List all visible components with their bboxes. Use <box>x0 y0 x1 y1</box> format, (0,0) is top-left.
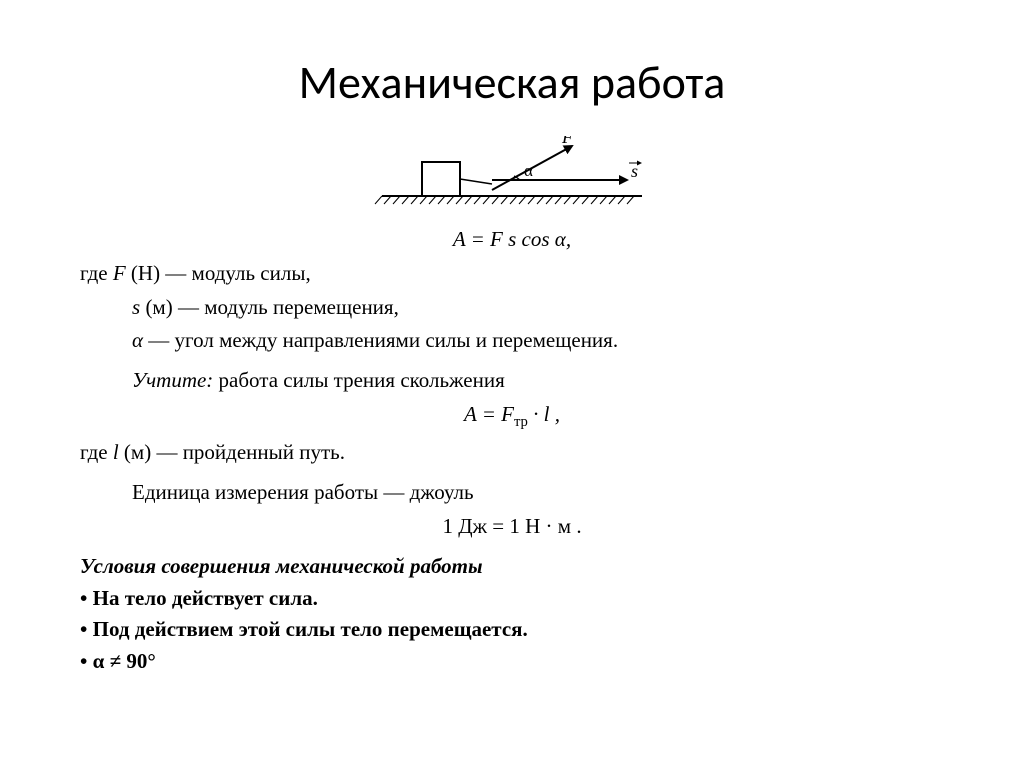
condition-3: α ≠ 90° <box>80 646 964 678</box>
svg-text:s: s <box>631 161 638 181</box>
conditions-heading: Условия совершения механической работы <box>80 551 964 583</box>
condition-1: На тело действует сила. <box>80 583 964 615</box>
condition-2: Под действием этой силы тело перемещаетс… <box>80 614 964 646</box>
svg-text:α: α <box>524 161 533 180</box>
def-angle: α — угол между направлениями силы и пере… <box>80 325 964 357</box>
unit-formula: 1 Дж = 1 Н · м . <box>0 514 1024 539</box>
force-diagram: Fs α <box>0 136 1024 221</box>
def-force: где F (Н) — модуль силы, <box>80 258 964 290</box>
svg-text:F: F <box>561 136 574 147</box>
main-formula: A = F s cos α, <box>0 227 1024 252</box>
def-path: где l (м) — пройденный путь. <box>80 437 964 469</box>
unit-text: Единица измерения работы — джоуль <box>80 477 964 509</box>
def-displacement: s (м) — модуль перемещения, <box>80 292 964 324</box>
note-friction: Учтите: работа силы трения скольжения <box>80 365 964 397</box>
friction-formula: A = Fтр · l , <box>0 402 1024 431</box>
page-title: Механическая работа <box>0 55 1024 111</box>
